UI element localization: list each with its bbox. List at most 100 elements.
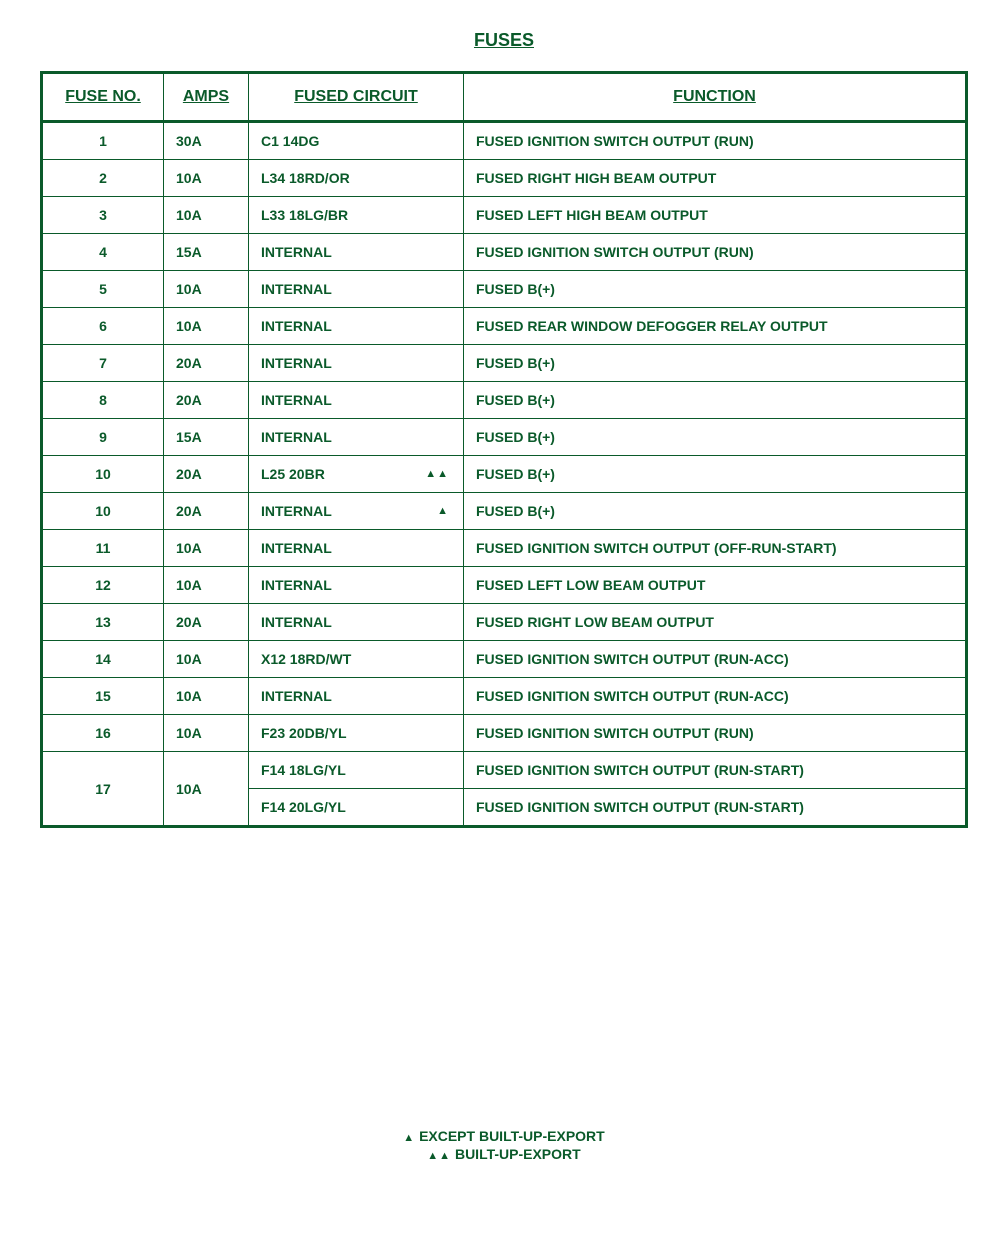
cell-function: FUSED LEFT LOW BEAM OUTPUT [464,567,967,604]
triangle-icon: ▲▲ [425,468,449,480]
cell-circuit: INTERNAL [249,567,464,604]
cell-function: FUSED RIGHT LOW BEAM OUTPUT [464,604,967,641]
cell-fuse-no: 10 [42,493,164,530]
cell-function: FUSED IGNITION SWITCH OUTPUT (RUN) [464,234,967,271]
cell-amps: 10A [164,160,249,197]
cell-function: FUSED IGNITION SWITCH OUTPUT (OFF-RUN-ST… [464,530,967,567]
cell-fuse-no: 13 [42,604,164,641]
cell-amps: 10A [164,752,249,827]
table-row: 1410AX12 18RD/WTFUSED IGNITION SWITCH OU… [42,641,967,678]
table-row: 415AINTERNALFUSED IGNITION SWITCH OUTPUT… [42,234,967,271]
cell-function: FUSED B(+) [464,382,967,419]
table-row: 1320AINTERNALFUSED RIGHT LOW BEAM OUTPUT [42,604,967,641]
cell-circuit: L25 20BR▲▲ [249,456,464,493]
cell-function: FUSED B(+) [464,456,967,493]
legend-text: EXCEPT BUILT-UP-EXPORT [419,1128,605,1144]
table-row: 1210AINTERNALFUSED LEFT LOW BEAM OUTPUT [42,567,967,604]
triangle-icon: ▲ [403,1132,415,1144]
legend-row: ▲ EXCEPT BUILT-UP-EXPORT [40,1128,968,1144]
cell-circuit: INTERNAL▲ [249,493,464,530]
table-row: 820AINTERNALFUSED B(+) [42,382,967,419]
cell-fuse-no: 16 [42,715,164,752]
cell-function: FUSED IGNITION SWITCH OUTPUT (RUN-ACC) [464,641,967,678]
cell-function: FUSED REAR WINDOW DEFOGGER RELAY OUTPUT [464,308,967,345]
cell-amps: 30A [164,122,249,160]
fuse-table: FUSE NO. AMPS FUSED CIRCUIT FUNCTION 130… [40,71,968,828]
cell-function: FUSED B(+) [464,493,967,530]
cell-amps: 10A [164,197,249,234]
cell-fuse-no: 4 [42,234,164,271]
cell-circuit: F23 20DB/YL [249,715,464,752]
cell-fuse-no: 7 [42,345,164,382]
cell-circuit: F14 20LG/YL [249,789,464,827]
cell-function: FUSED B(+) [464,271,967,308]
cell-function: FUSED IGNITION SWITCH OUTPUT (RUN) [464,122,967,160]
table-row: 310AL33 18LG/BRFUSED LEFT HIGH BEAM OUTP… [42,197,967,234]
cell-amps: 10A [164,715,249,752]
cell-circuit: INTERNAL [249,271,464,308]
cell-amps: 20A [164,345,249,382]
table-row: 1610AF23 20DB/YLFUSED IGNITION SWITCH OU… [42,715,967,752]
cell-function: FUSED B(+) [464,345,967,382]
cell-amps: 20A [164,604,249,641]
legend-text: BUILT-UP-EXPORT [455,1146,581,1162]
cell-amps: 10A [164,678,249,715]
cell-circuit: INTERNAL [249,419,464,456]
cell-amps: 20A [164,382,249,419]
legend: ▲ EXCEPT BUILT-UP-EXPORT ▲▲ BUILT-UP-EXP… [40,1128,968,1162]
cell-function: FUSED IGNITION SWITCH OUTPUT (RUN-START) [464,789,967,827]
legend-row: ▲▲ BUILT-UP-EXPORT [40,1146,968,1162]
cell-fuse-no: 10 [42,456,164,493]
cell-circuit: X12 18RD/WT [249,641,464,678]
col-amps: AMPS [164,73,249,122]
cell-fuse-no: 11 [42,530,164,567]
cell-fuse-no: 9 [42,419,164,456]
cell-fuse-no: 2 [42,160,164,197]
cell-circuit: INTERNAL [249,382,464,419]
cell-amps: 20A [164,456,249,493]
cell-fuse-no: 15 [42,678,164,715]
cell-fuse-no: 3 [42,197,164,234]
cell-fuse-no: 8 [42,382,164,419]
cell-function: FUSED LEFT HIGH BEAM OUTPUT [464,197,967,234]
table-row: 1710AF14 18LG/YLFUSED IGNITION SWITCH OU… [42,752,967,789]
cell-amps: 10A [164,567,249,604]
cell-fuse-no: 12 [42,567,164,604]
cell-function: FUSED B(+) [464,419,967,456]
page-title: FUSES [40,30,968,51]
table-row: 1110AINTERNALFUSED IGNITION SWITCH OUTPU… [42,530,967,567]
cell-function: FUSED IGNITION SWITCH OUTPUT (RUN) [464,715,967,752]
cell-amps: 20A [164,493,249,530]
table-row: 915AINTERNALFUSED B(+) [42,419,967,456]
cell-circuit: INTERNAL [249,530,464,567]
table-row: 610AINTERNALFUSED REAR WINDOW DEFOGGER R… [42,308,967,345]
cell-amps: 10A [164,530,249,567]
cell-fuse-no: 5 [42,271,164,308]
cell-amps: 10A [164,641,249,678]
cell-fuse-no: 1 [42,122,164,160]
table-row: 1020AL25 20BR▲▲FUSED B(+) [42,456,967,493]
table-row: 130AC1 14DGFUSED IGNITION SWITCH OUTPUT … [42,122,967,160]
cell-circuit: INTERNAL [249,234,464,271]
col-circuit: FUSED CIRCUIT [249,73,464,122]
table-row: 510AINTERNALFUSED B(+) [42,271,967,308]
table-row: 1510AINTERNALFUSED IGNITION SWITCH OUTPU… [42,678,967,715]
cell-circuit: INTERNAL [249,604,464,641]
cell-amps: 10A [164,308,249,345]
cell-amps: 15A [164,234,249,271]
cell-circuit: INTERNAL [249,678,464,715]
table-row: 1020AINTERNAL▲FUSED B(+) [42,493,967,530]
cell-circuit: C1 14DG [249,122,464,160]
triangle-icon: ▲▲ [427,1150,451,1162]
col-fuse-no: FUSE NO. [42,73,164,122]
cell-circuit: L33 18LG/BR [249,197,464,234]
table-row: 720AINTERNALFUSED B(+) [42,345,967,382]
cell-fuse-no: 17 [42,752,164,827]
cell-circuit: L34 18RD/OR [249,160,464,197]
cell-fuse-no: 14 [42,641,164,678]
cell-function: FUSED IGNITION SWITCH OUTPUT (RUN-START) [464,752,967,789]
cell-amps: 10A [164,271,249,308]
cell-fuse-no: 6 [42,308,164,345]
cell-amps: 15A [164,419,249,456]
cell-function: FUSED RIGHT HIGH BEAM OUTPUT [464,160,967,197]
